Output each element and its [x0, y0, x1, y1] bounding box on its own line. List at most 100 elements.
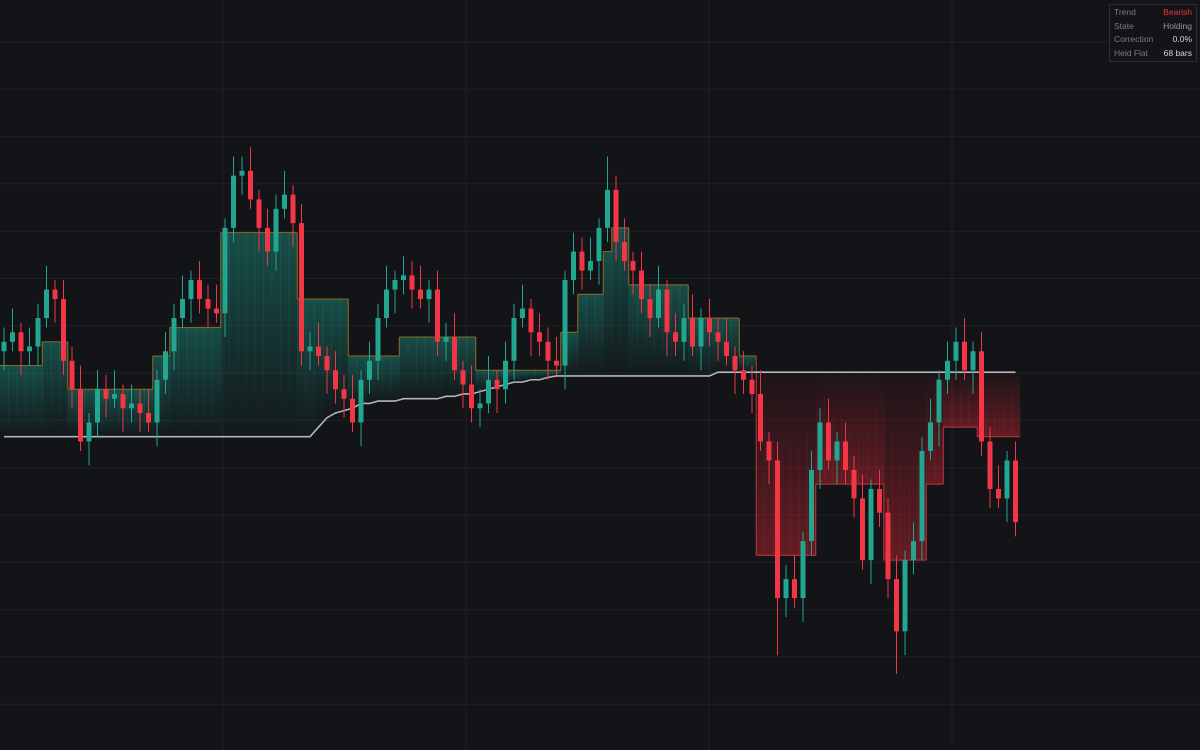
- candle-body: [290, 194, 296, 224]
- candle-body: [545, 341, 551, 361]
- trend-fill: [535, 370, 545, 380]
- candle-body: [911, 541, 916, 561]
- trend-fill: [858, 372, 868, 485]
- trend-fill: [416, 337, 426, 399]
- trend-fill: [603, 251, 613, 376]
- trend-fill: [518, 370, 528, 383]
- trend-fill: [212, 327, 222, 437]
- candle-body: [936, 379, 942, 423]
- trend-fill: [59, 341, 69, 437]
- info-row: Correction 0.0%: [1110, 33, 1196, 47]
- trend-fill: [620, 227, 630, 376]
- trend-fill: [866, 372, 876, 485]
- trend-fill: [475, 370, 485, 392]
- trend-fill: [263, 232, 273, 437]
- trend-fill: [433, 337, 443, 399]
- candle-body: [205, 299, 211, 309]
- info-label: Trend: [1114, 7, 1136, 17]
- candle-body: [724, 341, 729, 357]
- trend-fill: [399, 337, 409, 399]
- trend-fill: [832, 372, 842, 485]
- candle-body: [18, 332, 24, 352]
- trend-fill: [781, 372, 791, 556]
- candle-body: [95, 389, 100, 423]
- trend-fill: [280, 232, 290, 437]
- candle-body: [273, 208, 279, 252]
- candle-body: [188, 280, 194, 300]
- trend-fill: [985, 372, 995, 437]
- candle-body: [817, 422, 823, 470]
- candle-body: [256, 199, 262, 228]
- candle-body: [945, 360, 950, 380]
- candle-body: [392, 280, 398, 290]
- candle-body: [766, 441, 772, 461]
- candle-body: [928, 422, 933, 451]
- trend-fill: [339, 299, 349, 411]
- info-label: State: [1114, 20, 1134, 31]
- trend-fill: [254, 232, 264, 437]
- candle-body: [673, 332, 678, 342]
- trend-fill: [569, 332, 579, 376]
- trend-fill-group: [0, 227, 1021, 561]
- candle-body: [622, 242, 627, 262]
- candle-body: [409, 275, 415, 290]
- candle-body: [316, 346, 321, 357]
- trend-fill: [8, 365, 18, 437]
- candle-body: [341, 389, 347, 399]
- trend-fill: [1002, 372, 1012, 437]
- candle-body: [418, 289, 423, 300]
- trend-fill: [611, 227, 621, 376]
- trend-fill: [25, 365, 35, 437]
- candle-body: [367, 360, 372, 380]
- trend-fill: [756, 372, 766, 556]
- candle-body: [307, 346, 313, 352]
- trend-fill: [892, 372, 902, 561]
- candle-body: [511, 318, 517, 361]
- info-label: Correction: [1114, 34, 1154, 44]
- candle-body: [630, 261, 636, 271]
- candle-body: [401, 275, 406, 281]
- trend-fill: [798, 372, 808, 556]
- candle-body: [596, 227, 602, 262]
- trend-fill: [178, 327, 188, 437]
- candle-body: [69, 360, 75, 390]
- candle-body: [358, 379, 364, 423]
- trend-fill: [1011, 372, 1021, 437]
- trend-fill: [951, 372, 961, 428]
- trend-fill: [390, 356, 400, 402]
- candle-body: [486, 379, 491, 404]
- candle-body: [690, 318, 695, 347]
- candle-body: [112, 393, 117, 399]
- candle-body: [1013, 460, 1018, 523]
- trend-fill: [586, 294, 596, 376]
- trend-fill: [161, 356, 171, 437]
- trend-fill: [407, 337, 417, 399]
- candle-body: [613, 189, 619, 243]
- info-label: Held Flat: [1114, 47, 1149, 58]
- candle-body: [996, 488, 1001, 499]
- candle-body: [86, 422, 92, 442]
- candle-body: [707, 318, 712, 333]
- trend-fill: [229, 232, 239, 437]
- candle-body: [239, 170, 245, 176]
- candle-body: [180, 299, 185, 319]
- candle-body: [282, 194, 287, 209]
- candle-body: [758, 393, 763, 442]
- candle-body: [715, 332, 721, 342]
- trend-fill: [42, 341, 52, 437]
- candle-body: [375, 318, 381, 361]
- candle-body: [792, 579, 797, 599]
- trend-fill: [237, 232, 247, 437]
- trend-fill: [790, 372, 800, 556]
- trend-fill: [594, 294, 604, 376]
- candle-body: [970, 351, 976, 371]
- candle-body: [333, 370, 338, 390]
- candle-body: [27, 346, 32, 352]
- candle-body: [800, 541, 806, 599]
- trend-fill: [186, 327, 196, 437]
- trend-fill: [16, 365, 26, 437]
- trend-fill: [246, 232, 256, 437]
- candle-body: [452, 337, 457, 371]
- trend-fill: [203, 327, 213, 437]
